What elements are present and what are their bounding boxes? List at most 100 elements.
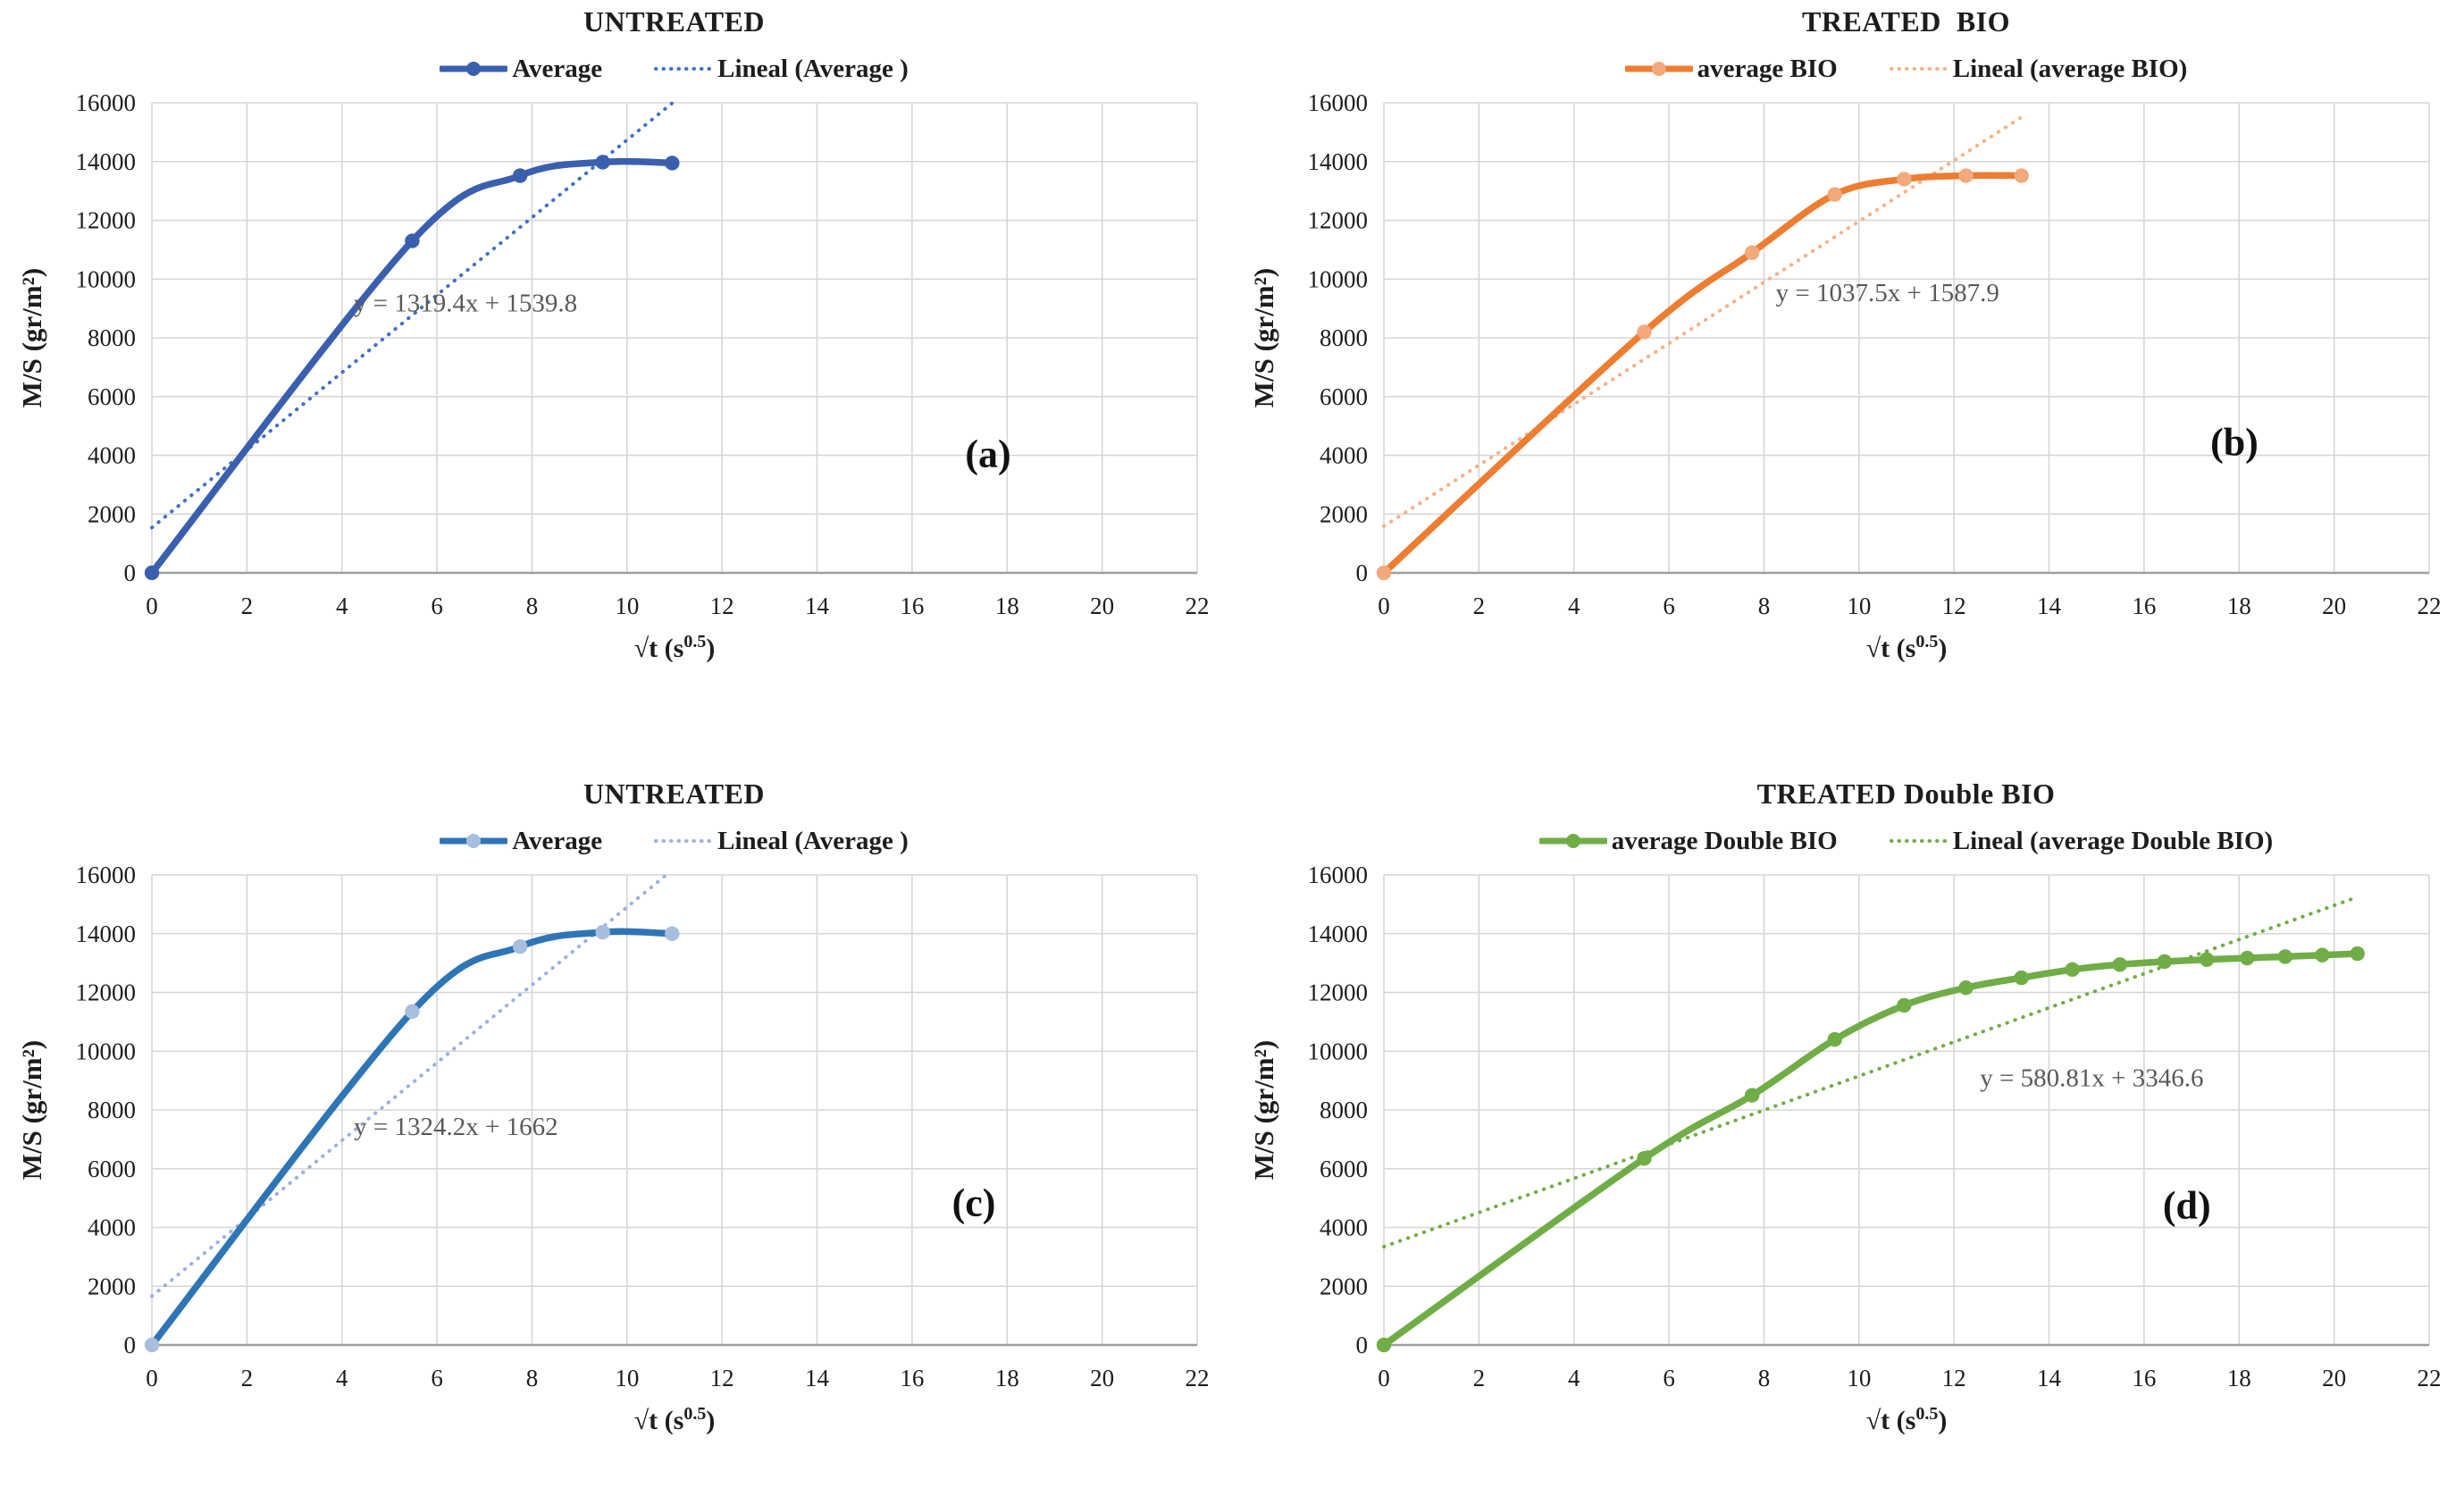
chart-svg-c: 0 2000 4000 6000 8000 10000 12000 14000 16000 0 2 4… (16, 862, 1210, 1434)
y-tick-label: 14000 (76, 148, 137, 175)
trend-line (150, 873, 668, 1299)
data-point-marker (1744, 245, 1760, 260)
y-tick-label: 0 (1356, 559, 1369, 586)
series-line-swatch (440, 62, 508, 76)
legend-series-label: average BIO (1697, 54, 1838, 83)
legend-item-trend: Lineal (Average ) (654, 827, 909, 856)
y-tick-label: 12000 (76, 979, 137, 1006)
legend: average Double BIO Lineal (average Doubl… (1232, 821, 2464, 861)
x-tick-label: 0 (146, 593, 158, 619)
x-tick-label: 8 (1758, 593, 1771, 619)
y-tick-label: 4000 (1320, 442, 1368, 469)
series-line (148, 157, 676, 576)
x-tick-label: 0 (1378, 593, 1390, 619)
x-tick-label: 2 (1473, 593, 1486, 619)
x-tick-label: 16 (900, 1365, 924, 1391)
chart-svg-d: 0 2000 4000 6000 8000 10000 12000 14000 16000 0 2 4… (1248, 862, 2442, 1434)
y-tick-label: 2000 (1320, 1273, 1368, 1299)
legend-series-label: average Double BIO (1611, 826, 1838, 855)
y-tick-label: 14000 (1308, 148, 1369, 175)
equation-label: y = 580.81x + 3346.6 (1980, 1064, 2203, 1093)
x-tick-label: 22 (2418, 593, 2442, 619)
data-point-marker (1637, 1151, 1652, 1166)
x-tick-label: 20 (2322, 1365, 2346, 1391)
legend-item-trend: Lineal (average Double BIO) (1889, 827, 2273, 856)
data-point-marker (405, 1004, 420, 1020)
y-tick-label: 6000 (1320, 383, 1368, 410)
y-tick-label: 2000 (88, 1273, 136, 1299)
data-point-marker (595, 924, 610, 940)
data-point-marker (1958, 168, 1974, 183)
x-tick-label: 18 (2227, 593, 2251, 619)
data-point-marker (2157, 954, 2172, 970)
x-tick-label: 14 (2037, 1365, 2062, 1391)
legend-trend-label: Lineal (Average ) (717, 54, 909, 83)
x-tick-label: 16 (2132, 1365, 2156, 1391)
data-point-marker (1827, 187, 1842, 202)
data-point-marker (144, 565, 160, 581)
x-tick-label: 12 (1942, 1365, 1966, 1391)
x-tick-label: 10 (1847, 1365, 1871, 1391)
chart-svg-b: 0 2000 4000 6000 8000 10000 12000 14000 16000 0 2 4… (1248, 90, 2442, 662)
legend-item-series: Average (440, 55, 602, 84)
x-axis-title: √t (s0.5) (1866, 1404, 1948, 1434)
y-axis-title: M/S (gr/m²) (16, 1040, 47, 1181)
y-axis-title: M/S (gr/m²) (16, 268, 47, 408)
x-tick-label: 18 (2227, 1365, 2251, 1391)
x-tick-label: 2 (241, 1365, 254, 1391)
data-point-marker (1897, 997, 1912, 1013)
y-tick-label: 16000 (1308, 90, 1369, 116)
data-point-marker (1376, 1337, 1392, 1353)
equation-label: y = 1037.5x + 1587.9 (1776, 279, 1999, 307)
y-axis-title: M/S (gr/m²) (1248, 1040, 1279, 1181)
panel-letter: (a) (965, 433, 1010, 476)
panel-letter: (b) (2210, 421, 2259, 465)
x-tick-label: 8 (1758, 1365, 1771, 1391)
panel-b: TREATED BIO average BIO Lineal (average … (1232, 0, 2464, 744)
x-tick-label: 22 (1186, 593, 1210, 619)
y-tick-label: 10000 (76, 1038, 137, 1064)
y-tick-label: 16000 (76, 90, 137, 116)
y-tick-label: 6000 (1320, 1156, 1368, 1182)
data-point-marker (2315, 947, 2330, 963)
x-tick-label: 2 (1473, 1365, 1486, 1391)
trend-line (1382, 895, 2359, 1248)
x-tick-label: 10 (615, 593, 639, 619)
panel-letter: (d) (2163, 1184, 2211, 1228)
x-tick-label: 22 (1186, 1365, 1210, 1391)
data-point-marker (1637, 324, 1652, 340)
x-axis-title-part: √t (s (634, 1406, 684, 1434)
x-tick-label: 6 (431, 593, 443, 619)
trend-line-swatch (1889, 839, 1949, 843)
trend-line-swatch (654, 839, 714, 843)
panel-c: UNTREATED Average Lineal (Average ) 0 200… (0, 744, 1232, 1488)
x-tick-label: 18 (995, 1365, 1019, 1391)
data-point-marker (665, 926, 680, 941)
series-swatch-marker (466, 834, 482, 848)
series-line-swatch (1624, 62, 1693, 76)
data-point-marker (512, 939, 528, 954)
y-tick-label: 0 (124, 1332, 137, 1358)
panel-letter: (c) (952, 1181, 996, 1224)
x-tick-label: 12 (710, 1365, 734, 1391)
series-swatch-marker (1565, 834, 1580, 848)
x-tick-label: 12 (1942, 593, 1966, 619)
x-axis-title-part: √t (s (634, 634, 684, 662)
panel-title: UNTREATED (582, 5, 766, 38)
x-tick-label: 20 (2322, 593, 2346, 619)
y-tick-label: 8000 (1320, 324, 1368, 351)
x-tick-label: 6 (431, 1365, 443, 1391)
y-tick-label: 6000 (88, 383, 136, 410)
chart-svg-a: 0 2000 4000 6000 8000 10000 12000 14000 16000 0 2 4… (16, 90, 1210, 662)
x-tick-label: 8 (526, 1365, 539, 1391)
x-tick-label: 4 (336, 593, 348, 619)
x-tick-label: 2 (241, 593, 254, 619)
y-tick-label: 4000 (88, 1215, 136, 1241)
data-point-marker (2112, 957, 2127, 972)
x-axis-title-part: 0.5 (1915, 1404, 1938, 1424)
data-point-marker (512, 168, 528, 183)
x-tick-label: 8 (526, 593, 539, 619)
x-axis-title-part: √t (s (1866, 634, 1916, 662)
y-tick-label: 4000 (1320, 1215, 1368, 1241)
data-point-marker (2014, 168, 2029, 183)
